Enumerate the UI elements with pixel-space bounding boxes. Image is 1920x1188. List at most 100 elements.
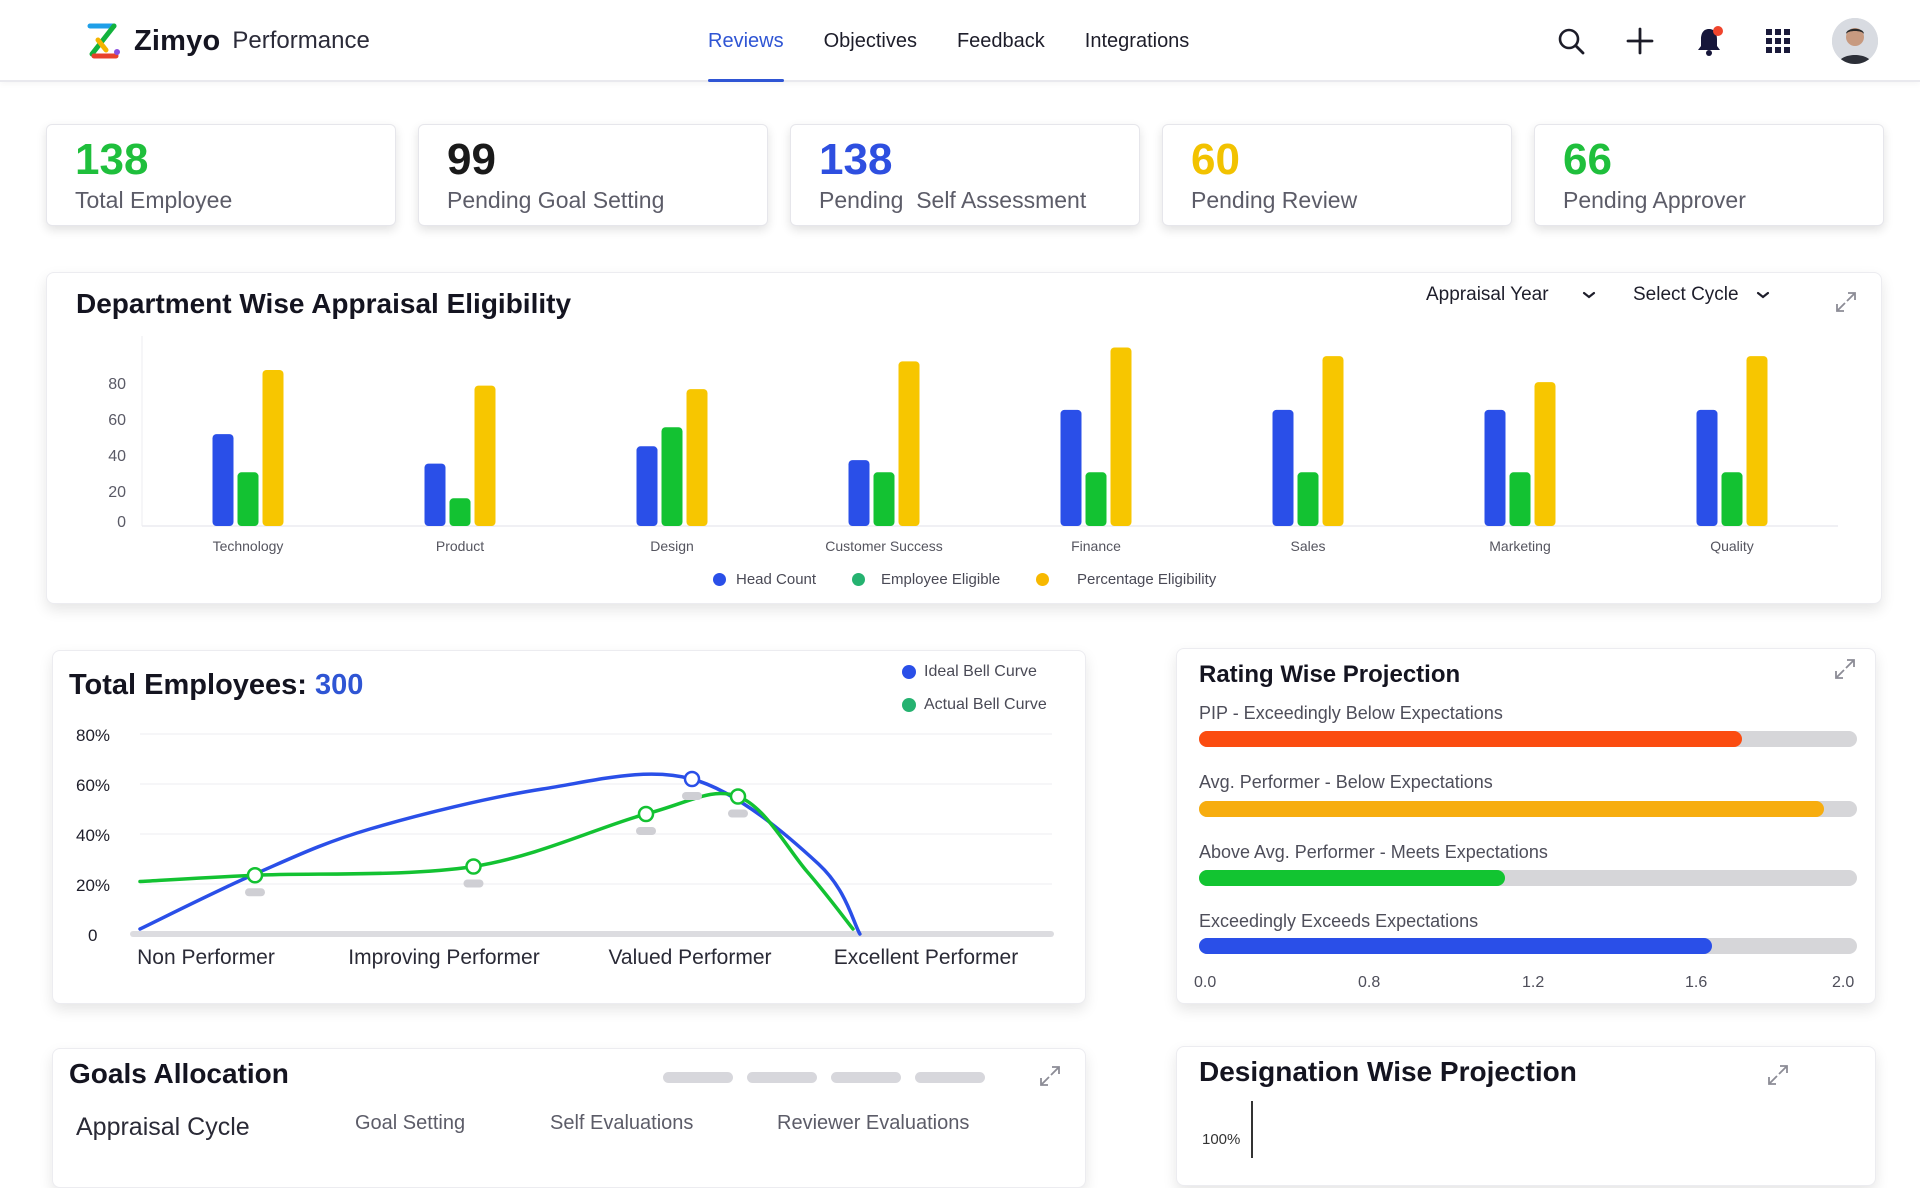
x-tick-label: Product — [436, 538, 484, 554]
nav-objectives[interactable]: Objectives — [823, 29, 917, 52]
department-eligibility-card — [46, 272, 1882, 604]
stat-pending-approver[interactable]: 66 Pending Approver — [1534, 124, 1884, 226]
product-name: Performance — [232, 27, 370, 54]
user-avatar[interactable] — [1832, 18, 1878, 64]
legend-dot — [1036, 573, 1049, 586]
x-tick-label: Customer Success — [825, 538, 942, 554]
stat-total-employee[interactable]: 138 Total Employee — [46, 124, 396, 226]
legend-ideal-bell-curve: Ideal Bell Curve — [902, 663, 1037, 681]
search-icon[interactable] — [1554, 24, 1588, 58]
plus-icon[interactable] — [1623, 24, 1657, 58]
bar-employee-eligible — [661, 427, 683, 526]
legend-dot — [713, 573, 726, 586]
legend-label: Head Count — [736, 571, 817, 588]
y-tick-label: 20 — [108, 484, 126, 501]
column-reviewer-evaluations: Reviewer Evaluations — [777, 1112, 970, 1134]
bar-employee-eligible — [1085, 472, 1107, 526]
chevron-down-icon — [1756, 291, 1769, 299]
bar-employee-eligible — [449, 498, 471, 526]
rating-label: Avg. Performer - Below Expectations — [1199, 772, 1493, 792]
expand-icon[interactable] — [1037, 1063, 1063, 1089]
legend-head-count: Head Count — [713, 571, 816, 588]
designation-projection-title: Designation Wise Projection — [1199, 1056, 1577, 1087]
bar-head-count — [636, 446, 658, 526]
legend-label: Actual Bell Curve — [924, 696, 1047, 713]
column-self-evaluations: Self Evaluations — [550, 1112, 694, 1134]
rating-axis-tick: 0.8 — [1358, 974, 1381, 991]
appraisal-year-label: Appraisal Year — [1426, 284, 1549, 305]
bar-percentage-eligibility — [686, 389, 708, 526]
bar-percentage-eligibility — [262, 370, 284, 526]
rating-axis-tick: 0.0 — [1194, 974, 1217, 991]
bar-percentage-eligibility — [1534, 382, 1556, 526]
stat-pending-goal-setting[interactable]: 99 Pending Goal Setting — [418, 124, 768, 226]
appraisal-cycle-label: Appraisal Cycle — [76, 1113, 250, 1141]
top-navigation-bar: Zimyo Performance Reviews Objectives Fee… — [0, 0, 1920, 82]
bar-employee-eligible — [873, 472, 895, 526]
bar-percentage-eligibility — [898, 361, 920, 526]
rating-projection-title: Rating Wise Projection — [1199, 661, 1461, 688]
bar-employee-eligible — [1721, 472, 1743, 526]
loading-placeholder — [831, 1072, 901, 1083]
department-bar-chart: 0 20 40 60 80 Technology Product Design Customer… — [108, 336, 1838, 554]
stat-pending-self-assessment[interactable]: 138 Pending Self Assessment — [790, 124, 1140, 226]
loading-placeholder — [915, 1072, 985, 1083]
stat-label: Total Employee — [75, 187, 233, 213]
rating-axis-tick: 2.0 — [1832, 974, 1855, 991]
nav-reviews[interactable]: Reviews — [708, 0, 784, 82]
legend-employee-eligible: Employee Eligible — [852, 571, 1000, 588]
bar-employee-eligible — [237, 472, 259, 526]
y-tick-label: 40 — [108, 448, 126, 465]
rating-label: Above Avg. Performer - Meets Expectation… — [1199, 842, 1548, 862]
column-goal-setting: Goal Setting — [355, 1112, 466, 1134]
nav-integrations[interactable]: Integrations — [1084, 29, 1190, 52]
bar-head-count — [1484, 409, 1506, 526]
total-employees-label: Total Employees: — [69, 669, 307, 701]
user-avatar-icon — [1832, 18, 1878, 64]
y-tick-label: 0 — [117, 514, 126, 531]
x-tick-label: Sales — [1290, 538, 1325, 554]
main-nav: Reviews Objectives Feedback Integrations — [708, 0, 1229, 82]
expand-icon[interactable] — [1833, 289, 1859, 315]
goals-allocation-title: Goals Allocation — [69, 1058, 289, 1089]
stat-label: Pending Review — [1191, 187, 1358, 213]
stat-pending-review[interactable]: 60 Pending Review — [1162, 124, 1512, 226]
x-tick-label: Technology — [213, 538, 284, 554]
bar-head-count — [848, 460, 870, 526]
bar-percentage-eligibility — [1746, 356, 1768, 526]
legend-label: Percentage Eligibility — [1077, 571, 1217, 588]
legend-dot — [902, 665, 916, 679]
stat-value: 138 — [819, 135, 893, 184]
bar-head-count — [424, 463, 446, 526]
y-tick-label: 60 — [108, 412, 126, 429]
legend-label: Employee Eligible — [881, 571, 1001, 588]
x-tick-label: Design — [650, 538, 694, 554]
bell-icon[interactable] — [1692, 24, 1726, 58]
stat-value: 60 — [1191, 135, 1240, 184]
total-employees-count: 300 — [315, 669, 364, 701]
bar-head-count — [212, 434, 234, 526]
stat-label: Pending Approver — [1563, 187, 1746, 213]
apps-grid-icon[interactable] — [1761, 24, 1795, 58]
total-employees-title: Total Employees: 300 — [69, 669, 363, 702]
stat-value: 138 — [75, 135, 149, 184]
stat-label: Pending Self Assessment — [819, 187, 1087, 213]
x-tick-label: Finance — [1071, 538, 1121, 554]
rating-label: Exceedingly Exceeds Expectations — [1199, 911, 1479, 931]
legend-percentage-eligibility: Percentage Eligibility — [1036, 571, 1216, 588]
bar-percentage-eligibility — [1110, 347, 1132, 526]
stat-value: 66 — [1563, 135, 1612, 184]
rating-bar-exceeds — [1199, 938, 1713, 954]
expand-icon[interactable] — [1765, 1062, 1791, 1088]
x-tick-label: Quality — [1710, 538, 1754, 554]
nav-feedback[interactable]: Feedback — [956, 29, 1045, 52]
expand-icon[interactable] — [1832, 656, 1858, 682]
y-tick-label: 80 — [108, 376, 126, 393]
brand-name: Zimyo — [134, 24, 221, 57]
bar-employee-eligible — [1509, 472, 1531, 526]
stat-label: Pending Goal Setting — [447, 187, 665, 213]
select-cycle-dropdown[interactable]: Select Cycle — [1633, 284, 1771, 306]
appraisal-year-dropdown[interactable]: Appraisal Year — [1426, 284, 1597, 306]
bar-percentage-eligibility — [474, 385, 496, 526]
logo[interactable]: Zimyo Performance — [84, 20, 370, 62]
